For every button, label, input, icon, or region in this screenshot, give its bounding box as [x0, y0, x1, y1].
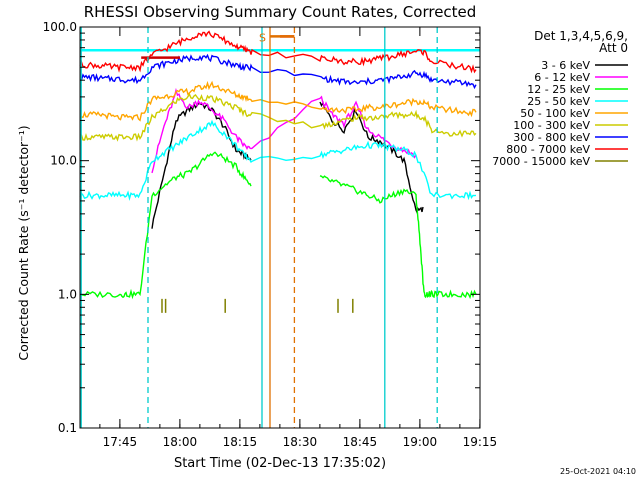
x-tick-label-5: 19:00 — [403, 435, 438, 449]
y-tick-label-0: 0.1 — [58, 421, 77, 435]
axes: 0.1 1.0 10.0 100.0 17:45 18:00 18:15 18:30 18:45… — [43, 20, 498, 449]
x-tick-label-4: 18:45 — [343, 435, 378, 449]
series-line-1 — [151, 87, 417, 174]
legend-header-line-1: Det 1,3,4,5,6,9, — [534, 29, 628, 43]
legend-label-4: 50 - 100 keV — [520, 107, 590, 120]
x-tick-label-2: 18:15 — [223, 435, 258, 449]
legend-label-6: 300 - 800 keV — [513, 131, 590, 144]
legend-label-1: 6 - 12 keV — [534, 71, 590, 84]
footer-timestamp: 25-Oct-2021 04:10 — [560, 467, 636, 476]
chart-title: RHESSI Observing Summary Count Rates, Co… — [84, 3, 477, 21]
x-axis-label: Start Time (02-Dec-13 17:35:02) — [174, 456, 386, 471]
series-line-4 — [79, 80, 477, 122]
x-tick-label-1: 18:00 — [163, 435, 198, 449]
y-axis-label: Corrected Count Rate (s⁻¹ detector⁻¹) — [16, 125, 31, 360]
y-tick-label-2: 10.0 — [50, 154, 77, 168]
legend-label-5: 100 - 300 keV — [513, 119, 590, 132]
x-tick-label-3: 18:30 — [283, 435, 318, 449]
legend-label-8: 7000 - 15000 keV — [492, 155, 590, 168]
x-tick-label-0: 17:45 — [103, 435, 138, 449]
series-line-5 — [79, 93, 477, 142]
y-tick-label-1: 1.0 — [58, 287, 77, 301]
y-tick-label-3: 100.0 — [43, 20, 77, 34]
series-line-2 — [79, 151, 477, 300]
series-line-3 — [79, 119, 477, 202]
legend-label-3: 25 - 50 keV — [527, 95, 590, 108]
legend-label-2: 12 - 25 keV — [527, 83, 590, 96]
series-line-6 — [79, 53, 477, 90]
plot-area: S — [79, 27, 480, 428]
legend-label-0: 3 - 6 keV — [541, 59, 590, 72]
series-line-7 — [79, 30, 477, 74]
marker-label: S — [259, 31, 266, 44]
x-tick-label-6: 19:15 — [463, 435, 498, 449]
legend-header-line-2: Att 0 — [599, 41, 628, 55]
legend-label-7: 800 - 7000 keV — [506, 143, 590, 156]
